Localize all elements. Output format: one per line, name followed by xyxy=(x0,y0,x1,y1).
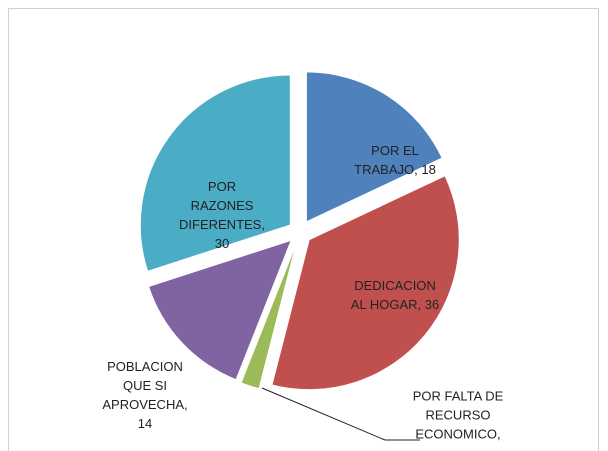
data-label: POR FALTA DE RECURSO ECONOMICO, xyxy=(412,388,504,442)
pie-slice xyxy=(240,243,297,390)
data-label: POBLACION QUE SI APROVECHA, 14 xyxy=(102,359,188,431)
data-label: POR RAZONES DIFERENTES, 30 xyxy=(179,179,265,251)
pie-slice xyxy=(147,239,293,381)
data-label: DEDICACION AL HOGAR, 36 xyxy=(350,278,440,312)
leader-line xyxy=(261,387,386,441)
pie-slice xyxy=(305,71,443,223)
pie-slice xyxy=(139,74,291,272)
data-label: POR EL TRABAJO, 18 xyxy=(354,143,436,177)
chart-frame xyxy=(8,8,599,451)
pie-slice xyxy=(271,175,460,391)
